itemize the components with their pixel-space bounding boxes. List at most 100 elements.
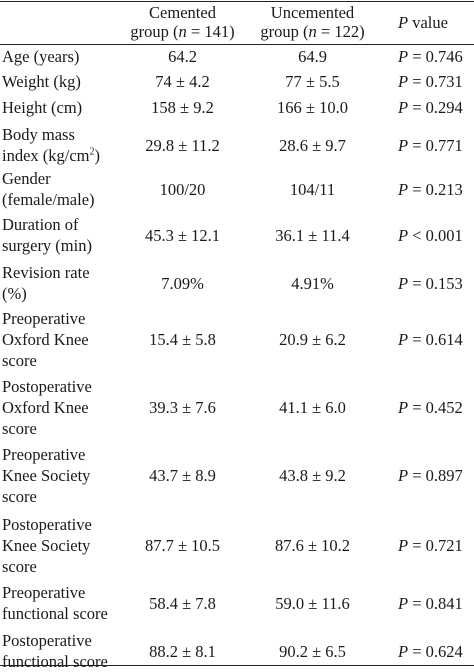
cell-uncemented: 90.2 ± 6.5 bbox=[279, 642, 346, 661]
header-p-value: P value bbox=[398, 13, 448, 32]
table-row: Revision rate (%) 7.09% 4.91% P = 0.153 bbox=[0, 262, 474, 308]
row-label-line: functional score bbox=[2, 652, 108, 671]
cell-p-value: P = 0.897 bbox=[398, 466, 463, 485]
row-label: Revision rate (%) bbox=[2, 262, 120, 304]
row-label-line: surgery (min) bbox=[2, 236, 92, 255]
table-row: Gender (female/male) 100/20 104/11 P = 0.213 bbox=[0, 168, 474, 212]
cell-p-value: P = 0.746 bbox=[398, 47, 463, 66]
row-label: Height (cm) bbox=[2, 97, 120, 118]
header-rule bbox=[0, 44, 474, 45]
row-label-line: score bbox=[2, 487, 37, 506]
table-row: Height (cm) 158 ± 9.2 166 ± 10.0 P = 0.294 bbox=[0, 97, 474, 121]
cell-cemented: 7.09% bbox=[161, 274, 204, 293]
row-label-line: Knee Society bbox=[2, 536, 91, 555]
row-label: Body mass index (kg/cm2) bbox=[2, 124, 120, 166]
header-uncemented-line1: Uncemented bbox=[270, 3, 355, 22]
cell-uncemented: 41.1 ± 6.0 bbox=[279, 398, 346, 417]
row-label-line: Weight (kg) bbox=[2, 72, 81, 91]
cell-p-value: P = 0.294 bbox=[398, 98, 463, 117]
header-cemented-line1: Cemented bbox=[149, 3, 216, 22]
row-label-line: score bbox=[2, 351, 37, 370]
row-label-line: Preoperative bbox=[2, 445, 86, 464]
cell-uncemented: 20.9 ± 6.2 bbox=[279, 330, 346, 349]
row-label-line: Oxford Knee bbox=[2, 330, 89, 349]
row-label-line: functional score bbox=[2, 604, 108, 623]
cell-uncemented: 166 ± 10.0 bbox=[277, 98, 348, 117]
top-rule bbox=[0, 1, 474, 2]
row-label-line: Duration of bbox=[2, 215, 79, 234]
row-label: Postoperative Oxford Knee score bbox=[2, 376, 120, 439]
cell-cemented: 87.7 ± 10.5 bbox=[144, 536, 221, 555]
cell-cemented: 29.8 ± 11.2 bbox=[145, 136, 220, 155]
cell-cemented: 43.7 ± 8.9 bbox=[149, 466, 216, 485]
row-label-line: Postoperative bbox=[2, 377, 92, 396]
table-row: Age (years) 64.2 64.9 P = 0.746 bbox=[0, 46, 474, 70]
cell-uncemented: 104/11 bbox=[289, 180, 336, 199]
cell-uncemented: 43.8 ± 9.2 bbox=[279, 466, 346, 485]
cell-p-value: P = 0.153 bbox=[398, 274, 463, 293]
table-row: Duration of surgery (min) 45.3 ± 12.1 36.1 … bbox=[0, 214, 474, 260]
row-label: Postoperative functional score bbox=[2, 630, 120, 672]
cell-cemented: 64.2 bbox=[168, 47, 197, 66]
header-uncemented-line2: group (n = 122) bbox=[260, 22, 365, 41]
cell-cemented: 45.3 ± 12.1 bbox=[144, 226, 221, 245]
cell-cemented: 74 ± 4.2 bbox=[155, 72, 210, 91]
cell-uncemented: 87.6 ± 10.2 bbox=[274, 536, 351, 555]
cell-cemented: 100/20 bbox=[159, 180, 206, 199]
table-row: Postoperative functional score 88.2 ± 8.1 9… bbox=[0, 630, 474, 671]
row-label: Gender (female/male) bbox=[2, 168, 120, 210]
superscript: 2 bbox=[89, 146, 95, 158]
cell-p-value: P = 0.614 bbox=[398, 330, 463, 349]
row-label-line: score bbox=[2, 419, 37, 438]
row-label-line: Preoperative bbox=[2, 583, 86, 602]
row-label: Postoperative Knee Society score bbox=[2, 514, 120, 577]
header-cemented: Cemented group (n = 141) bbox=[120, 3, 245, 41]
row-label: Preoperative Oxford Knee score bbox=[2, 308, 120, 371]
row-label-line: Postoperative bbox=[2, 515, 92, 534]
cell-uncemented: 4.91% bbox=[291, 274, 334, 293]
cell-uncemented: 36.1 ± 11.4 bbox=[275, 226, 350, 245]
cell-cemented: 158 ± 9.2 bbox=[151, 98, 214, 117]
row-label: Preoperative Knee Society score bbox=[2, 444, 120, 507]
table-row: Postoperative Knee Society score 87.7 ± 10.… bbox=[0, 514, 474, 580]
cell-cemented: 15.4 ± 5.8 bbox=[149, 330, 216, 349]
cell-p-value: P = 0.841 bbox=[398, 594, 463, 613]
row-label: Weight (kg) bbox=[2, 71, 120, 92]
cell-uncemented: 59.0 ± 11.6 bbox=[275, 594, 350, 613]
row-label: Duration of surgery (min) bbox=[2, 214, 120, 256]
cell-cemented: 39.3 ± 7.6 bbox=[149, 398, 216, 417]
cell-cemented: 88.2 ± 8.1 bbox=[149, 642, 216, 661]
row-label-line: score bbox=[2, 557, 37, 576]
table-row: Weight (kg) 74 ± 4.2 77 ± 5.5 P = 0.731 bbox=[0, 71, 474, 95]
table-row: Preoperative Oxford Knee score 15.4 ± 5.8 20… bbox=[0, 308, 474, 374]
cell-cemented: 58.4 ± 7.8 bbox=[149, 594, 216, 613]
cell-p-value: P = 0.213 bbox=[398, 180, 463, 199]
row-label-line: Body mass bbox=[2, 125, 75, 144]
row-label-line: Preoperative bbox=[2, 309, 86, 328]
header-uncemented: Uncemented group (n = 122) bbox=[245, 3, 380, 41]
row-label-line: (%) bbox=[2, 284, 27, 303]
cell-p-value: P < 0.001 bbox=[398, 226, 463, 245]
cell-uncemented: 77 ± 5.5 bbox=[285, 72, 340, 91]
row-label-line: Knee Society bbox=[2, 466, 91, 485]
table-row: Postoperative Oxford Knee score 39.3 ± 7.6 4… bbox=[0, 376, 474, 442]
cell-p-value: P = 0.624 bbox=[398, 642, 463, 661]
row-label-line: Gender bbox=[2, 169, 51, 188]
table-row: Preoperative Knee Society score 43.7 ± 8.9 4… bbox=[0, 444, 474, 512]
header-cemented-line2: group (n = 141) bbox=[130, 22, 235, 41]
table-row: Body mass index (kg/cm2) 29.8 ± 11.2 28.6 ±… bbox=[0, 124, 474, 168]
row-label: Preoperative functional score bbox=[2, 582, 120, 624]
table-row: Preoperative functional score 58.4 ± 7.8 59… bbox=[0, 582, 474, 628]
cell-p-value: P = 0.721 bbox=[398, 536, 463, 555]
row-label-line: index (kg/cm2) bbox=[2, 146, 101, 165]
cell-p-value: P = 0.771 bbox=[398, 136, 463, 155]
cell-p-value: P = 0.452 bbox=[398, 398, 463, 417]
row-label-line: Postoperative bbox=[2, 631, 92, 650]
cell-uncemented: 64.9 bbox=[298, 47, 327, 66]
row-label: Age (years) bbox=[2, 46, 120, 67]
row-label-line: Revision rate bbox=[2, 263, 90, 282]
row-label-line: Age (years) bbox=[2, 47, 80, 66]
row-label-line: (female/male) bbox=[2, 190, 95, 209]
cell-uncemented: 28.6 ± 9.7 bbox=[279, 136, 346, 155]
bottom-rule bbox=[0, 665, 474, 666]
